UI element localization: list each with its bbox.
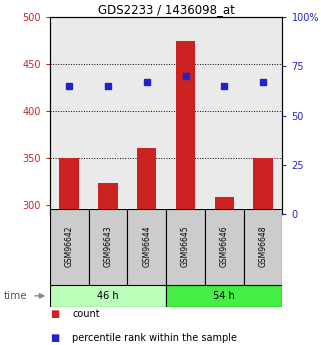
- Bar: [50, 209, 89, 285]
- Text: count: count: [72, 309, 100, 319]
- Title: GDS2233 / 1436098_at: GDS2233 / 1436098_at: [98, 3, 235, 16]
- Bar: [127, 209, 166, 285]
- Text: ■: ■: [50, 309, 59, 319]
- Bar: [176, 41, 195, 214]
- Bar: [253, 158, 273, 214]
- Text: GSM96642: GSM96642: [65, 226, 74, 267]
- Bar: [59, 158, 79, 214]
- Bar: [50, 17, 89, 214]
- Bar: [166, 17, 205, 214]
- Bar: [244, 209, 282, 285]
- Text: time: time: [3, 291, 27, 301]
- Bar: [166, 285, 282, 307]
- Text: percentile rank within the sample: percentile rank within the sample: [72, 333, 237, 343]
- Text: GSM96646: GSM96646: [220, 226, 229, 267]
- Bar: [50, 285, 166, 307]
- Bar: [205, 17, 244, 214]
- Bar: [205, 209, 244, 285]
- Text: 46 h: 46 h: [97, 291, 119, 301]
- Bar: [215, 197, 234, 214]
- Text: GSM96645: GSM96645: [181, 226, 190, 267]
- Bar: [89, 209, 127, 285]
- Bar: [98, 183, 117, 214]
- Text: 54 h: 54 h: [213, 291, 235, 301]
- Bar: [137, 148, 156, 214]
- Text: GSM96644: GSM96644: [142, 226, 151, 267]
- Text: GSM96643: GSM96643: [103, 226, 112, 267]
- Bar: [244, 17, 282, 214]
- Text: GSM96648: GSM96648: [259, 226, 268, 267]
- Text: ■: ■: [50, 333, 59, 343]
- Bar: [127, 17, 166, 214]
- Bar: [89, 17, 127, 214]
- Bar: [166, 209, 205, 285]
